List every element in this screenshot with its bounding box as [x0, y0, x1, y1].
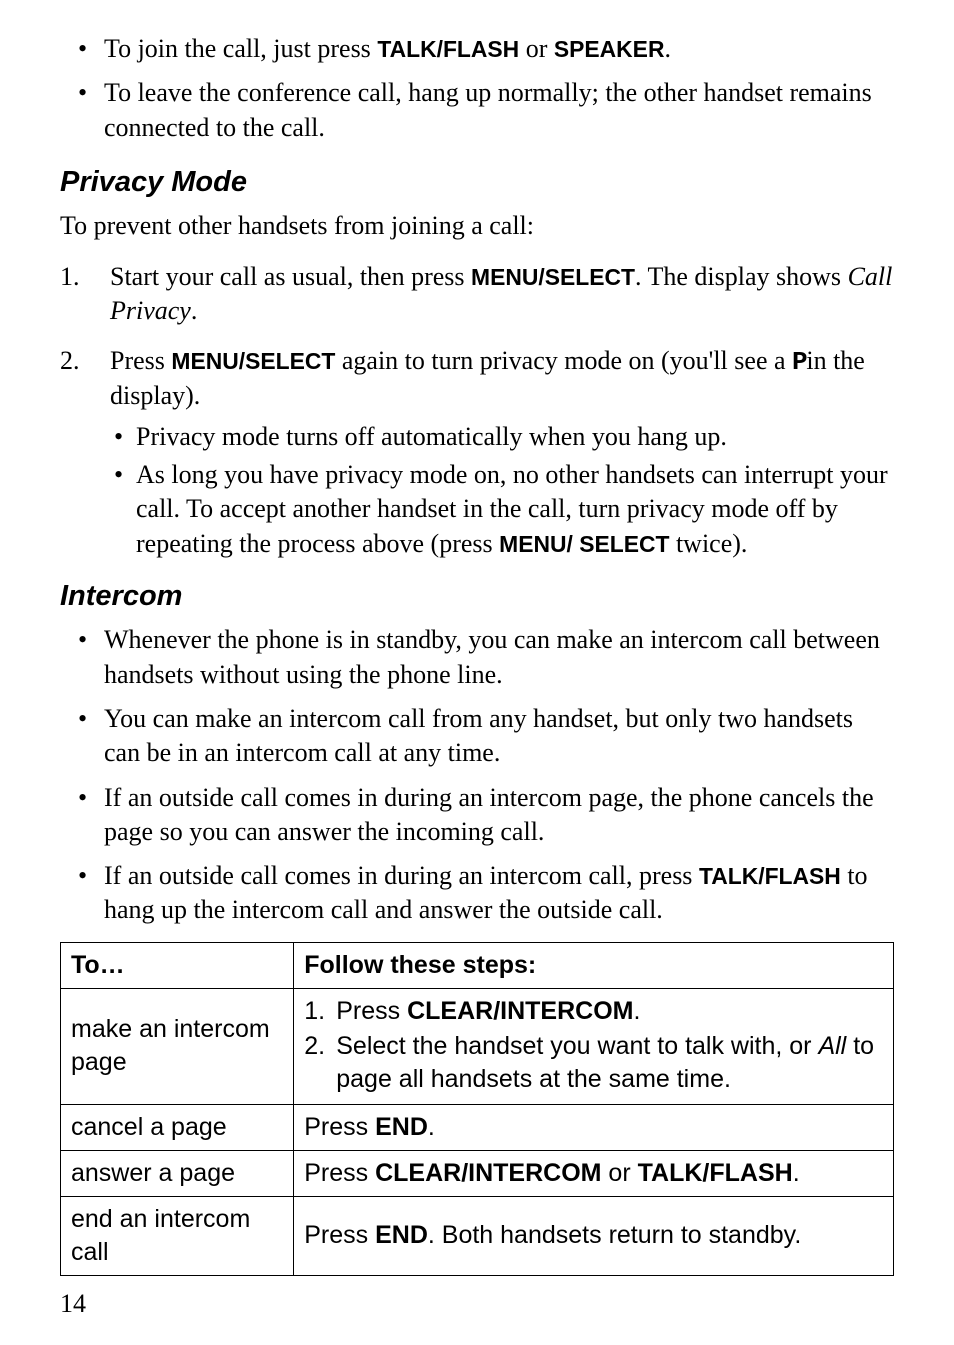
intercom-table: To… Follow these steps: make an intercom…: [60, 942, 894, 1276]
table-row: answer a page Press CLEAR/INTERCOM or TA…: [61, 1150, 894, 1196]
button-label: TALK/FLASH: [377, 36, 519, 62]
list-item: Press MENU/SELECT again to turn privacy …: [60, 344, 894, 561]
button-label: TALK/FLASH: [699, 863, 841, 889]
italic-text: All: [818, 1032, 846, 1060]
text: Start your call as usual, then press: [110, 262, 471, 291]
text: Privacy mode turns off automatically whe…: [136, 422, 727, 451]
text: .: [793, 1159, 800, 1187]
list-item: Start your call as usual, then press MEN…: [60, 260, 894, 329]
list-item: Privacy mode turns off automatically whe…: [110, 420, 894, 454]
list-item: You can make an intercom call from any h…: [60, 702, 894, 771]
text: Press: [304, 1113, 375, 1141]
table-header-steps: Follow these steps:: [294, 942, 894, 988]
cell-list: Press CLEAR/INTERCOM. Select the handset…: [304, 995, 883, 1096]
table-cell-to: answer a page: [61, 1150, 294, 1196]
button-label: SPEAKER: [554, 36, 665, 62]
table-cell-steps: Press END. Both handsets return to stand…: [294, 1196, 894, 1275]
button-label: END: [375, 1113, 428, 1141]
text: or: [519, 34, 554, 63]
privacy-icon: P: [792, 345, 800, 379]
text: .: [191, 296, 198, 325]
text: If an outside call comes in during an in…: [104, 783, 874, 846]
text: or: [601, 1159, 637, 1187]
list-item: To leave the conference call, hang up no…: [60, 76, 894, 145]
button-label: END: [375, 1221, 428, 1249]
list-item: Whenever the phone is in standby, you ca…: [60, 623, 894, 692]
text: Press: [304, 1221, 375, 1249]
text: You can make an intercom call from any h…: [104, 704, 853, 767]
text: Select the handset you want to talk with…: [336, 1032, 818, 1060]
table-cell-steps: Press END.: [294, 1104, 894, 1150]
table-row: cancel a page Press END.: [61, 1104, 894, 1150]
list-item: If an outside call comes in during an in…: [60, 781, 894, 850]
text: . The display shows: [635, 262, 848, 291]
list-item: Select the handset you want to talk with…: [304, 1030, 883, 1096]
button-label: CLEAR/INTERCOM: [407, 997, 633, 1025]
privacy-mode-heading: Privacy Mode: [60, 163, 894, 201]
list-item: As long you have privacy mode on, no oth…: [110, 458, 894, 561]
button-label: TALK/FLASH: [638, 1159, 793, 1187]
privacy-intro: To prevent other handsets from joining a…: [60, 209, 894, 243]
table-cell-steps: Press CLEAR/INTERCOM. Select the handset…: [294, 988, 894, 1104]
table-cell-steps: Press CLEAR/INTERCOM or TALK/FLASH.: [294, 1150, 894, 1196]
table-cell-to: make an intercom page: [61, 988, 294, 1104]
text: Press: [110, 346, 171, 375]
privacy-steps: Start your call as usual, then press MEN…: [60, 260, 894, 562]
table-row: make an intercom page Press CLEAR/INTERC…: [61, 988, 894, 1104]
text: Press: [336, 997, 407, 1025]
text: . Both handsets return to standby.: [428, 1221, 801, 1249]
text: again to turn privacy mode on (you'll se…: [335, 346, 792, 375]
table-row: end an intercom call Press END. Both han…: [61, 1196, 894, 1275]
table-cell-to: cancel a page: [61, 1104, 294, 1150]
intercom-heading: Intercom: [60, 577, 894, 615]
text: .: [428, 1113, 435, 1141]
text: Whenever the phone is in standby, you ca…: [104, 625, 880, 688]
list-item: To join the call, just press TALK/FLASH …: [60, 32, 894, 66]
list-item: Press CLEAR/INTERCOM.: [304, 995, 883, 1028]
table-cell-to: end an intercom call: [61, 1196, 294, 1275]
button-label: MENU/ SELECT: [499, 531, 669, 557]
sub-bullet-list: Privacy mode turns off automatically whe…: [110, 420, 894, 561]
text: .: [633, 997, 640, 1025]
page-number: 14: [60, 1287, 86, 1321]
button-label: MENU/SELECT: [471, 264, 635, 290]
button-label: CLEAR/INTERCOM: [375, 1159, 601, 1187]
text: To join the call, just press: [104, 34, 377, 63]
text: To leave the conference call, hang up no…: [104, 78, 872, 141]
intercom-bullet-list: Whenever the phone is in standby, you ca…: [60, 623, 894, 928]
button-label: MENU/SELECT: [171, 348, 335, 374]
list-item: If an outside call comes in during an in…: [60, 859, 894, 928]
top-bullet-list: To join the call, just press TALK/FLASH …: [60, 32, 894, 145]
table-header-to: To…: [61, 942, 294, 988]
table-header-row: To… Follow these steps:: [61, 942, 894, 988]
text: twice).: [669, 529, 747, 558]
text: .: [664, 34, 671, 63]
text: Press: [304, 1159, 375, 1187]
text: If an outside call comes in during an in…: [104, 861, 699, 890]
